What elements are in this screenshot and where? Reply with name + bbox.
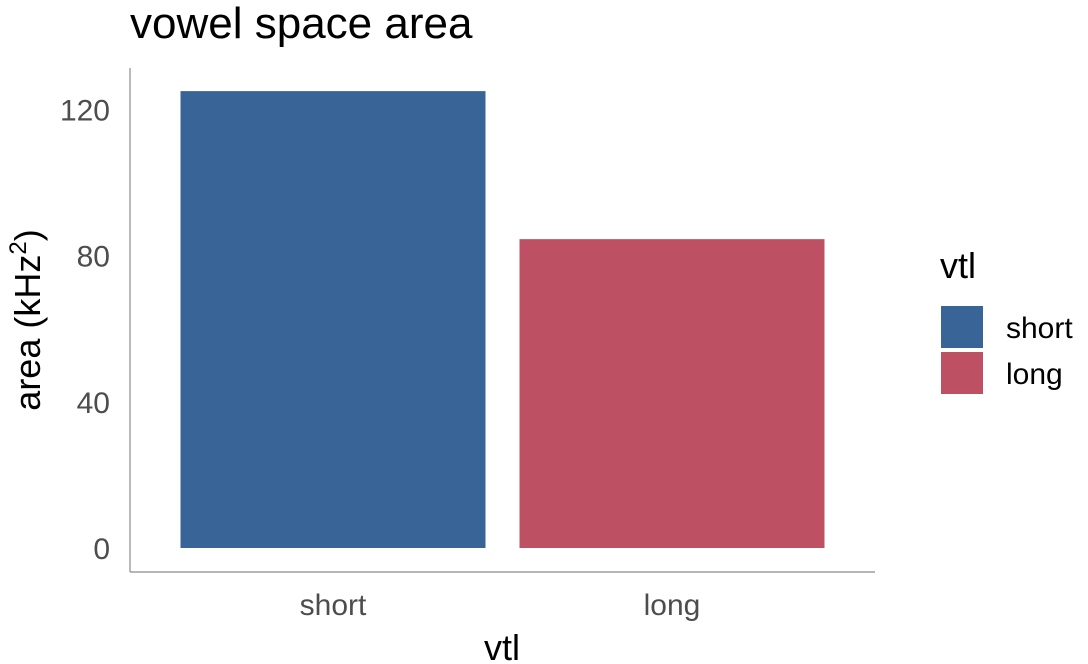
- y-tick-label: 40: [77, 387, 110, 420]
- y-axis-title: area (kHz2): [5, 229, 48, 410]
- x-axis-ticks: short long: [300, 589, 701, 622]
- y-axis-ticks: 0 40 80 120: [60, 94, 110, 566]
- chart-title: vowel space area: [130, 0, 473, 48]
- legend-label-long: long: [1006, 358, 1063, 391]
- y-axis-title-superscript: 2: [5, 241, 32, 254]
- legend-label-short: short: [1006, 312, 1073, 345]
- legend-key-long: [941, 352, 983, 394]
- x-tick-label: short: [300, 589, 367, 622]
- y-tick-label: 120: [60, 94, 110, 127]
- legend-entries: short long: [941, 306, 1073, 394]
- y-tick-label: 80: [77, 241, 110, 274]
- legend-title: vtl: [940, 245, 976, 286]
- bar-long: [519, 239, 825, 548]
- bar-short: [180, 91, 486, 548]
- plot-area: 0 40 80 120 short long: [60, 68, 875, 622]
- y-axis-title-text: area (kHz: [7, 255, 48, 411]
- x-tick-label: long: [644, 589, 701, 622]
- legend: vtl short long: [940, 245, 1073, 394]
- x-axis-title: vtl: [484, 627, 520, 664]
- y-axis-title-close: ): [7, 229, 48, 241]
- bars: [180, 91, 825, 548]
- y-tick-label: 0: [93, 533, 110, 566]
- legend-key-short: [941, 306, 983, 348]
